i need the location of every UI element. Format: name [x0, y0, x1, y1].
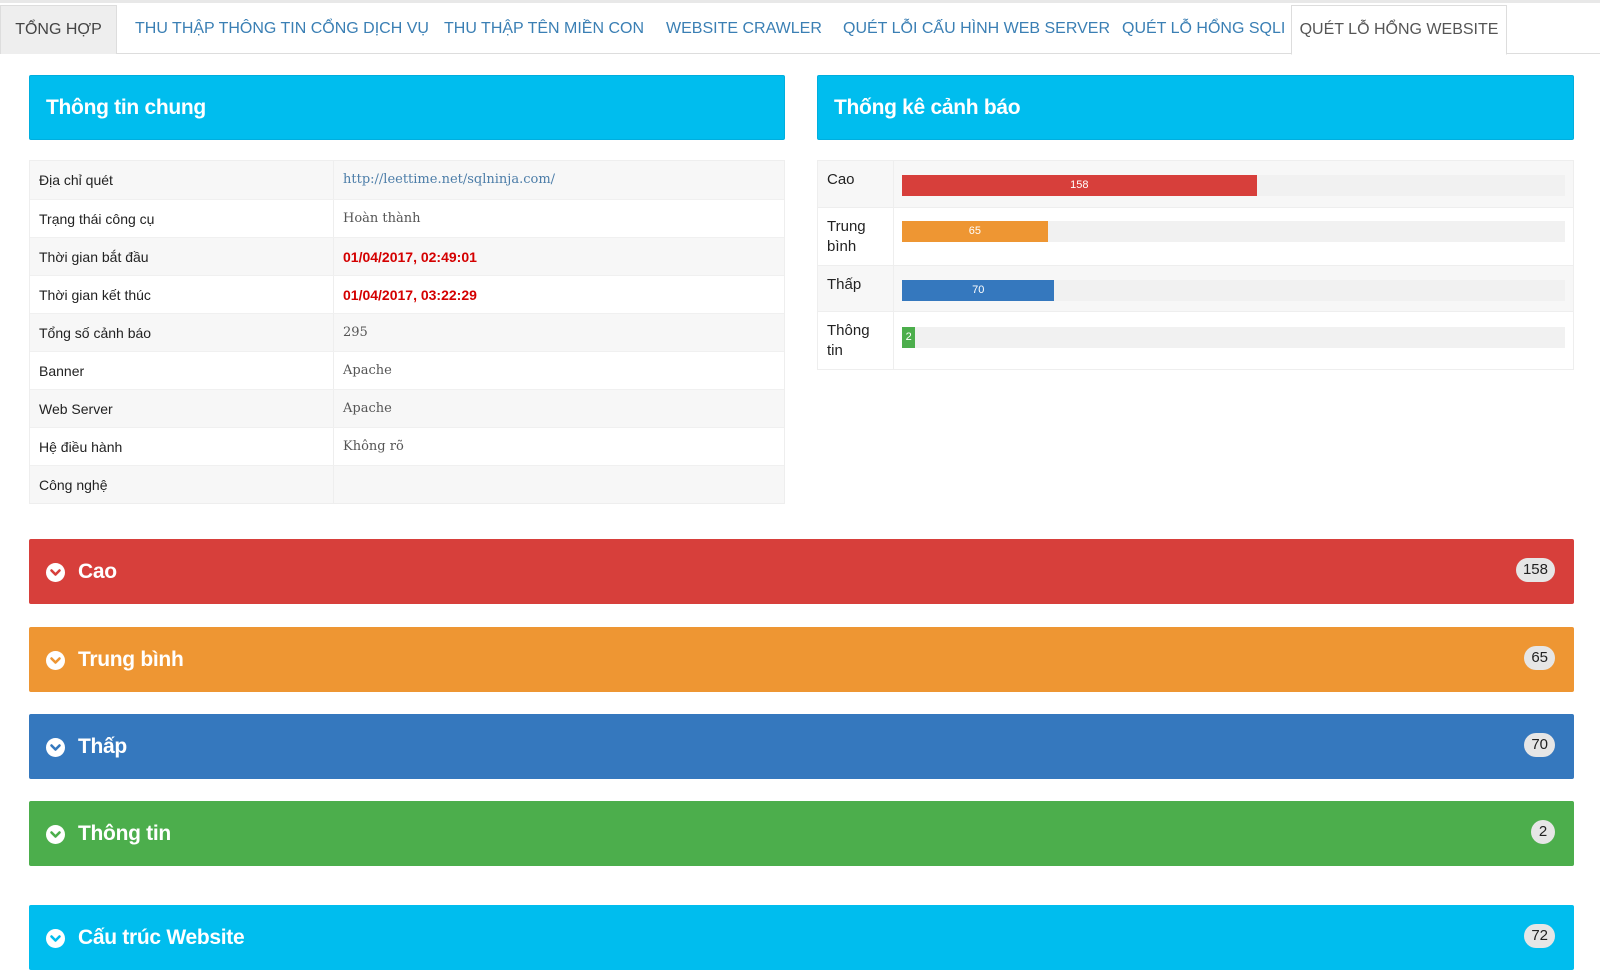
category-panel-thong-tin[interactable]: Thông tin 2 — [29, 801, 1574, 866]
count-badge: 2 — [1531, 820, 1555, 844]
tab-tong-hop[interactable]: TỔNG HỢP — [0, 5, 117, 54]
tab-thu-thap-cong-dich-vu[interactable]: THU THẬP THÔNG TIN CỔNG DỊCH VỤ — [135, 20, 429, 37]
stat-row-thap: Thấp 70 — [818, 265, 1573, 311]
tab-thu-thap-ten-mien-con[interactable]: THU THẬP TÊN MIỀN CON — [444, 20, 645, 37]
category-title: Thông tin — [78, 822, 171, 845]
scan-address-label: Địa chỉ quét — [30, 161, 334, 199]
alert-stats-header: Thống kê cảnh báo — [817, 75, 1574, 140]
alert-stats-table: Cao 158 Trung bình 65 Thấp 70 Thông tin … — [817, 160, 1574, 370]
stat-label-trung-binh: Trung bình — [818, 208, 894, 265]
os-value: Không rõ — [343, 439, 404, 454]
chevron-down-icon[interactable] — [46, 563, 65, 582]
general-info-title: Thông tin chung — [46, 96, 206, 119]
count-badge: 70 — [1524, 733, 1555, 757]
category-title: Trung bình — [78, 648, 184, 671]
table-row: Trạng thái công cụ Hoàn thành — [30, 199, 784, 237]
category-panel-trung-binh[interactable]: Trung bình 65 — [29, 627, 1574, 692]
stat-cell: 70 — [894, 266, 1573, 311]
start-time-label: Thời gian bắt đầu — [30, 238, 334, 275]
table-row: Địa chỉ quét http://leettime.net/sqlninj… — [30, 161, 784, 199]
stat-bar-trung-binh: 65 — [902, 221, 1048, 242]
chevron-down-icon[interactable] — [46, 651, 65, 670]
stat-track: 158 — [902, 175, 1565, 196]
stat-row-trung-binh: Trung bình 65 — [818, 207, 1573, 265]
web-server-label: Web Server — [30, 390, 334, 427]
os-label: Hệ điều hành — [30, 428, 334, 465]
category-panel-thap[interactable]: Thấp 70 — [29, 714, 1574, 779]
start-time-value: 01/04/2017, 02:49:01 — [343, 249, 477, 265]
table-row: Hệ điều hành Không rõ — [30, 427, 784, 465]
stat-bar-thap: 70 — [902, 280, 1055, 301]
tab-quet-lo-hong-website[interactable]: QUÉT LỖ HỔNG WEBSITE — [1291, 5, 1507, 55]
category-title: Cao — [78, 560, 117, 583]
category-panel-cau-truc-website[interactable]: Cấu trúc Website 72 — [29, 905, 1574, 970]
total-alerts-value: 295 — [343, 325, 368, 340]
table-row: Web Server Apache — [30, 389, 784, 427]
category-title: Cấu trúc Website — [78, 926, 245, 949]
table-row: Thời gian bắt đầu 01/04/2017, 02:49:01 — [30, 237, 784, 275]
stat-bar-thong-tin: 2 — [902, 327, 916, 348]
chevron-down-icon[interactable] — [46, 825, 65, 844]
stat-row-cao: Cao 158 — [818, 161, 1573, 207]
technology-value — [334, 466, 784, 503]
stat-label-thap: Thấp — [818, 266, 894, 311]
top-border — [0, 0, 1600, 3]
tab-quet-lo-hong-sqli[interactable]: QUÉT LỖ HỔNG SQLI — [1122, 20, 1286, 37]
stat-row-thong-tin: Thông tin 2 — [818, 311, 1573, 369]
general-info-table: Địa chỉ quét http://leettime.net/sqlninj… — [29, 160, 785, 504]
table-row: Thời gian kết thúc 01/04/2017, 03:22:29 — [30, 275, 784, 313]
table-row: Banner Apache — [30, 351, 784, 389]
stat-track: 2 — [902, 327, 1565, 348]
tab-bar: TỔNG HỢP THU THẬP THÔNG TIN CỔNG DỊCH VỤ… — [0, 5, 1600, 55]
alert-stats-title: Thống kê cảnh báo — [834, 96, 1021, 119]
stat-bar-cao: 158 — [902, 175, 1257, 196]
stat-track: 70 — [902, 280, 1565, 301]
tool-status-label: Trạng thái công cụ — [30, 200, 334, 237]
count-badge: 65 — [1524, 646, 1555, 670]
category-panel-cao[interactable]: Cao 158 — [29, 539, 1574, 604]
technology-label: Công nghệ — [30, 466, 334, 503]
stat-track: 65 — [902, 221, 1565, 242]
banner-value: Apache — [343, 363, 392, 378]
count-badge: 72 — [1524, 924, 1555, 948]
total-alerts-label: Tổng số cảnh báo — [30, 314, 334, 351]
end-time-value: 01/04/2017, 03:22:29 — [343, 287, 477, 303]
category-title: Thấp — [78, 735, 127, 758]
end-time-label: Thời gian kết thúc — [30, 276, 334, 313]
banner-label: Banner — [30, 352, 334, 389]
count-badge: 158 — [1515, 558, 1555, 582]
tool-status-value: Hoàn thành — [343, 211, 421, 226]
stat-label-thong-tin: Thông tin — [818, 312, 894, 369]
table-row: Công nghệ — [30, 465, 784, 503]
scan-address-link[interactable]: http://leettime.net/sqlninja.com/ — [343, 172, 556, 187]
stat-cell: 158 — [894, 161, 1573, 207]
tab-quet-loi-cau-hinh[interactable]: QUÉT LỖI CẤU HÌNH WEB SERVER — [843, 20, 1111, 37]
web-server-value: Apache — [343, 401, 392, 416]
tab-website-crawler[interactable]: WEBSITE CRAWLER — [666, 20, 822, 37]
general-info-header: Thông tin chung — [29, 75, 785, 140]
stat-label-cao: Cao — [818, 161, 894, 207]
chevron-down-icon[interactable] — [46, 929, 65, 948]
table-row: Tổng số cảnh báo 295 — [30, 313, 784, 351]
stat-cell: 65 — [894, 208, 1573, 265]
chevron-down-icon[interactable] — [46, 738, 65, 757]
stat-cell: 2 — [894, 312, 1573, 369]
